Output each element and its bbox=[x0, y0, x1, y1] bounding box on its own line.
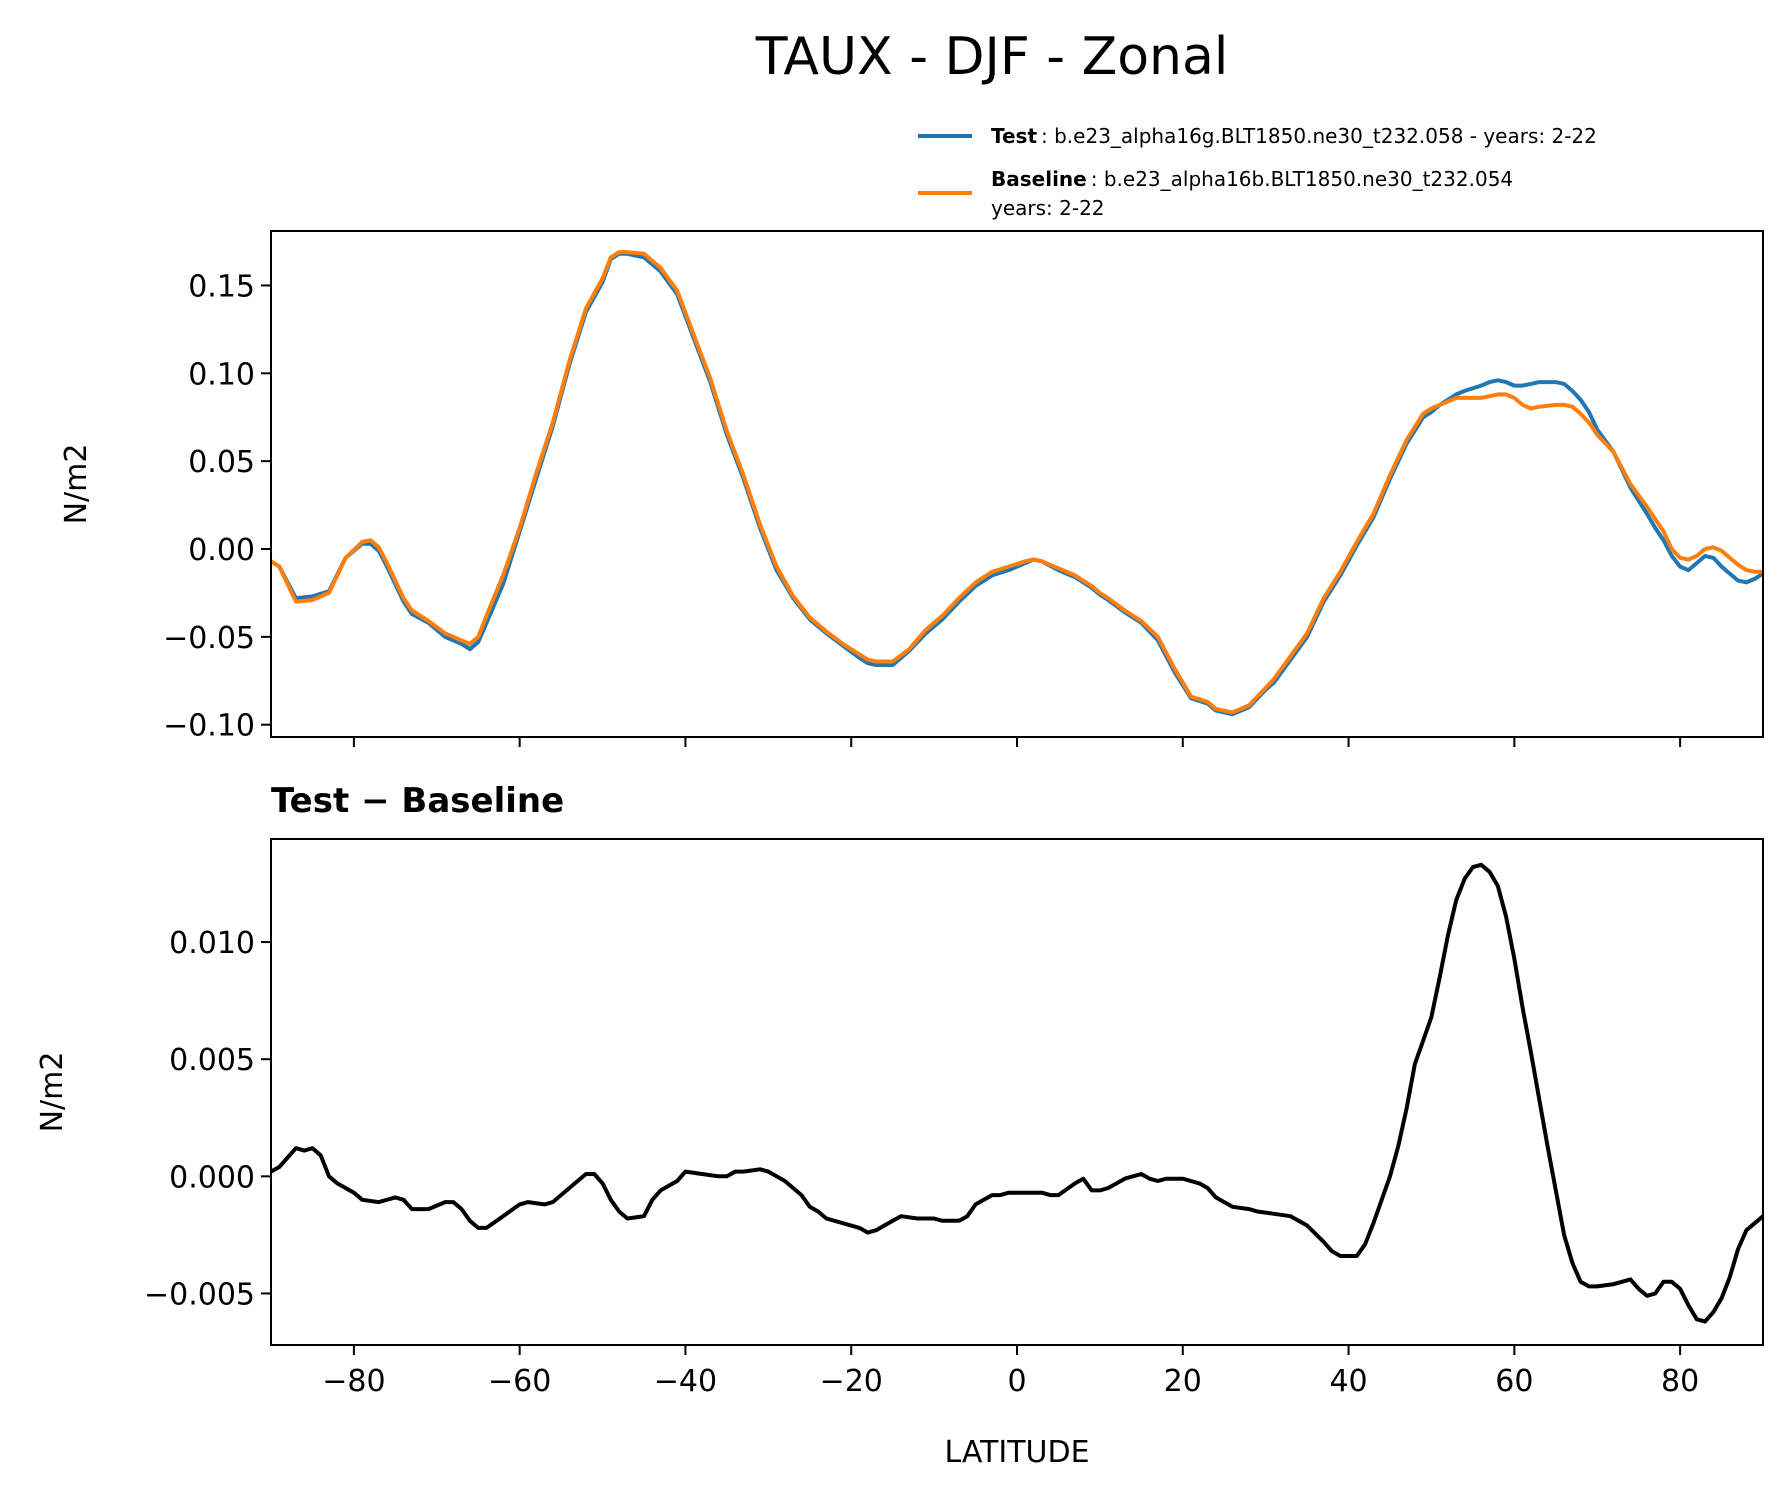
top-panel: −0.10 −0.05 0.00 0.05 0.10 0.15 N/m2 bbox=[59, 230, 1765, 747]
x-tick-label: 80 bbox=[1661, 1364, 1699, 1399]
top-panel-ylabel: N/m2 bbox=[59, 444, 94, 525]
legend-baseline-name: Baseline bbox=[991, 167, 1087, 191]
x-tick-label: 0 bbox=[1007, 1364, 1026, 1399]
y-tick-label: 0.000 bbox=[169, 1160, 255, 1195]
bottom-panel-plot bbox=[270, 862, 1765, 1324]
top-panel-ticks: −0.10 −0.05 0.00 0.05 0.10 0.15 bbox=[163, 269, 1682, 747]
series-line-difference bbox=[270, 862, 1765, 1324]
difference-title-a: Test bbox=[271, 781, 349, 821]
y-tick-label: 0.00 bbox=[188, 533, 255, 568]
chart-title: TAUX - DJF - Zonal bbox=[755, 27, 1229, 87]
x-tick-label: −20 bbox=[820, 1364, 883, 1399]
bottom-panel-ticks: −0.005 0.000 0.005 0.010 −80 −60 −40 −20 0 20 40 60… bbox=[144, 926, 1699, 1399]
y-tick-label: −0.10 bbox=[163, 709, 255, 744]
bottom-panel-ylabel: N/m2 bbox=[35, 1052, 70, 1133]
legend-baseline-desc: : b.e23_alpha16b.BLT1850.ne30_t232.054 bbox=[1091, 167, 1513, 191]
x-tick-label: 20 bbox=[1164, 1364, 1202, 1399]
y-tick-label: −0.005 bbox=[144, 1277, 255, 1312]
bottom-panel-xlabel: LATITUDE bbox=[944, 1435, 1089, 1470]
y-tick-label: −0.05 bbox=[163, 621, 255, 656]
y-tick-label: 0.15 bbox=[188, 269, 255, 304]
difference-title: Test − Baseline bbox=[271, 781, 564, 821]
legend: Test: b.e23_alpha16g.BLT1850.ne30_t232.0… bbox=[918, 124, 1597, 220]
y-tick-label: 0.010 bbox=[169, 926, 255, 961]
bottom-panel: −0.005 0.000 0.005 0.010 −80 −60 −40 −20 0 20 40 60… bbox=[35, 838, 1765, 1470]
top-panel-plot bbox=[269, 250, 1765, 717]
x-tick-label: −80 bbox=[322, 1364, 385, 1399]
y-tick-label: 0.005 bbox=[169, 1043, 255, 1078]
legend-test-name: Test bbox=[991, 124, 1037, 148]
legend-test-desc: : b.e23_alpha16g.BLT1850.ne30_t232.058 -… bbox=[1041, 124, 1597, 148]
y-tick-label: 0.10 bbox=[188, 357, 255, 392]
difference-title-b: Baseline bbox=[401, 781, 564, 821]
legend-label-baseline: Baseline: b.e23_alpha16b.BLT1850.ne30_t2… bbox=[991, 167, 1513, 191]
difference-title-sep: − bbox=[361, 781, 390, 821]
x-tick-label: −60 bbox=[488, 1364, 551, 1399]
y-tick-label: 0.05 bbox=[188, 445, 255, 480]
x-tick-label: 60 bbox=[1495, 1364, 1533, 1399]
legend-label-test: Test: b.e23_alpha16g.BLT1850.ne30_t232.0… bbox=[991, 124, 1597, 148]
legend-label-baseline-line2: years: 2-22 bbox=[991, 196, 1105, 220]
x-tick-label: −40 bbox=[654, 1364, 717, 1399]
series-line-baseline bbox=[269, 250, 1763, 715]
x-tick-label: 40 bbox=[1329, 1364, 1367, 1399]
